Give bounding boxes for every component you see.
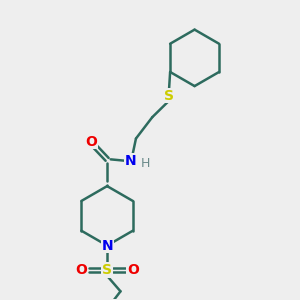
- Text: N: N: [125, 154, 137, 168]
- Text: S: S: [164, 89, 174, 103]
- Text: H: H: [141, 157, 150, 170]
- Text: N: N: [101, 238, 113, 253]
- Text: O: O: [75, 263, 87, 277]
- Text: O: O: [127, 263, 139, 277]
- Text: O: O: [85, 134, 97, 148]
- Text: S: S: [102, 263, 112, 277]
